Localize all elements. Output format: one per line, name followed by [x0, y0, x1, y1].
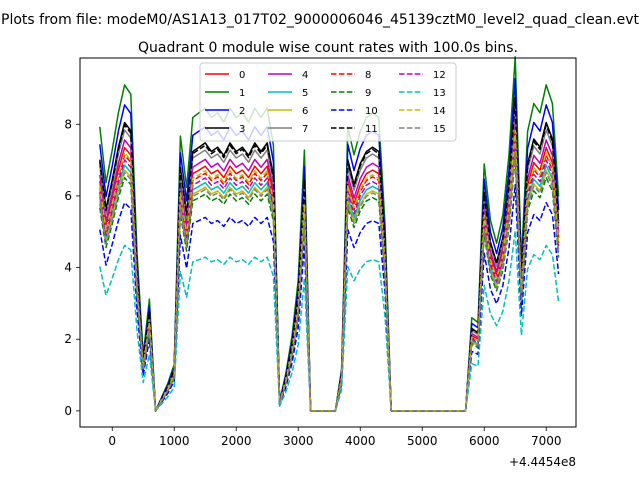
- legend-label-6: 6: [302, 106, 308, 117]
- series-line-12: [99, 137, 560, 412]
- legend-label-0: 0: [239, 70, 245, 81]
- x-tick-label: 2000: [221, 434, 252, 448]
- legend-label-2: 2: [239, 106, 245, 117]
- x-tick-label: 1000: [159, 434, 190, 448]
- legend-label-11: 11: [365, 124, 378, 135]
- series-line-15: [99, 151, 560, 412]
- legend-label-13: 13: [433, 88, 446, 99]
- legend-label-7: 7: [302, 124, 308, 135]
- legend-label-10: 10: [365, 106, 378, 117]
- series-line-5: [99, 143, 560, 412]
- y-axis: 0 2 4 6 8: [64, 117, 80, 418]
- legend-label-5: 5: [302, 88, 308, 99]
- x-axis: 0 1000 2000 3000 4000 5000 6000 7000: [108, 427, 562, 448]
- legend-frame: [199, 62, 457, 142]
- series-line-6: [99, 148, 560, 412]
- y-tick-label: 6: [64, 189, 72, 203]
- x-tick-label: 3000: [283, 434, 314, 448]
- legend-label-14: 14: [433, 106, 446, 117]
- plot-area: 0 1000 2000 3000 4000 5000 6000 7000 0 2 4 6 8 +4.4…: [64, 56, 577, 469]
- legend-label-8: 8: [365, 70, 371, 81]
- legend-label-1: 1: [239, 88, 245, 99]
- y-tick-label: 0: [64, 404, 72, 418]
- legend-label-3: 3: [239, 124, 245, 135]
- chart-title: Quadrant 0 module wise count rates with …: [138, 40, 518, 56]
- x-tick-label: 6000: [469, 434, 500, 448]
- x-tick-label: 5000: [407, 434, 438, 448]
- series-layer: [99, 56, 560, 412]
- x-tick-label: 0: [108, 434, 116, 448]
- y-tick-label: 4: [64, 261, 72, 275]
- x-tick-label: 4000: [345, 434, 376, 448]
- x-tick-label: 7000: [531, 434, 562, 448]
- legend-label-9: 9: [365, 88, 371, 99]
- legend-label-4: 4: [302, 70, 308, 81]
- x-offset-label: +4.4454e8: [509, 455, 576, 469]
- axes-frame: [79, 57, 577, 428]
- legend-label-15: 15: [433, 124, 446, 135]
- y-tick-label: 8: [64, 117, 72, 131]
- legend-label-12: 12: [433, 70, 446, 81]
- y-tick-label: 2: [64, 332, 72, 346]
- figure-suptitle: Plots from file: modeM0/AS1A13_017T02_90…: [1, 12, 639, 28]
